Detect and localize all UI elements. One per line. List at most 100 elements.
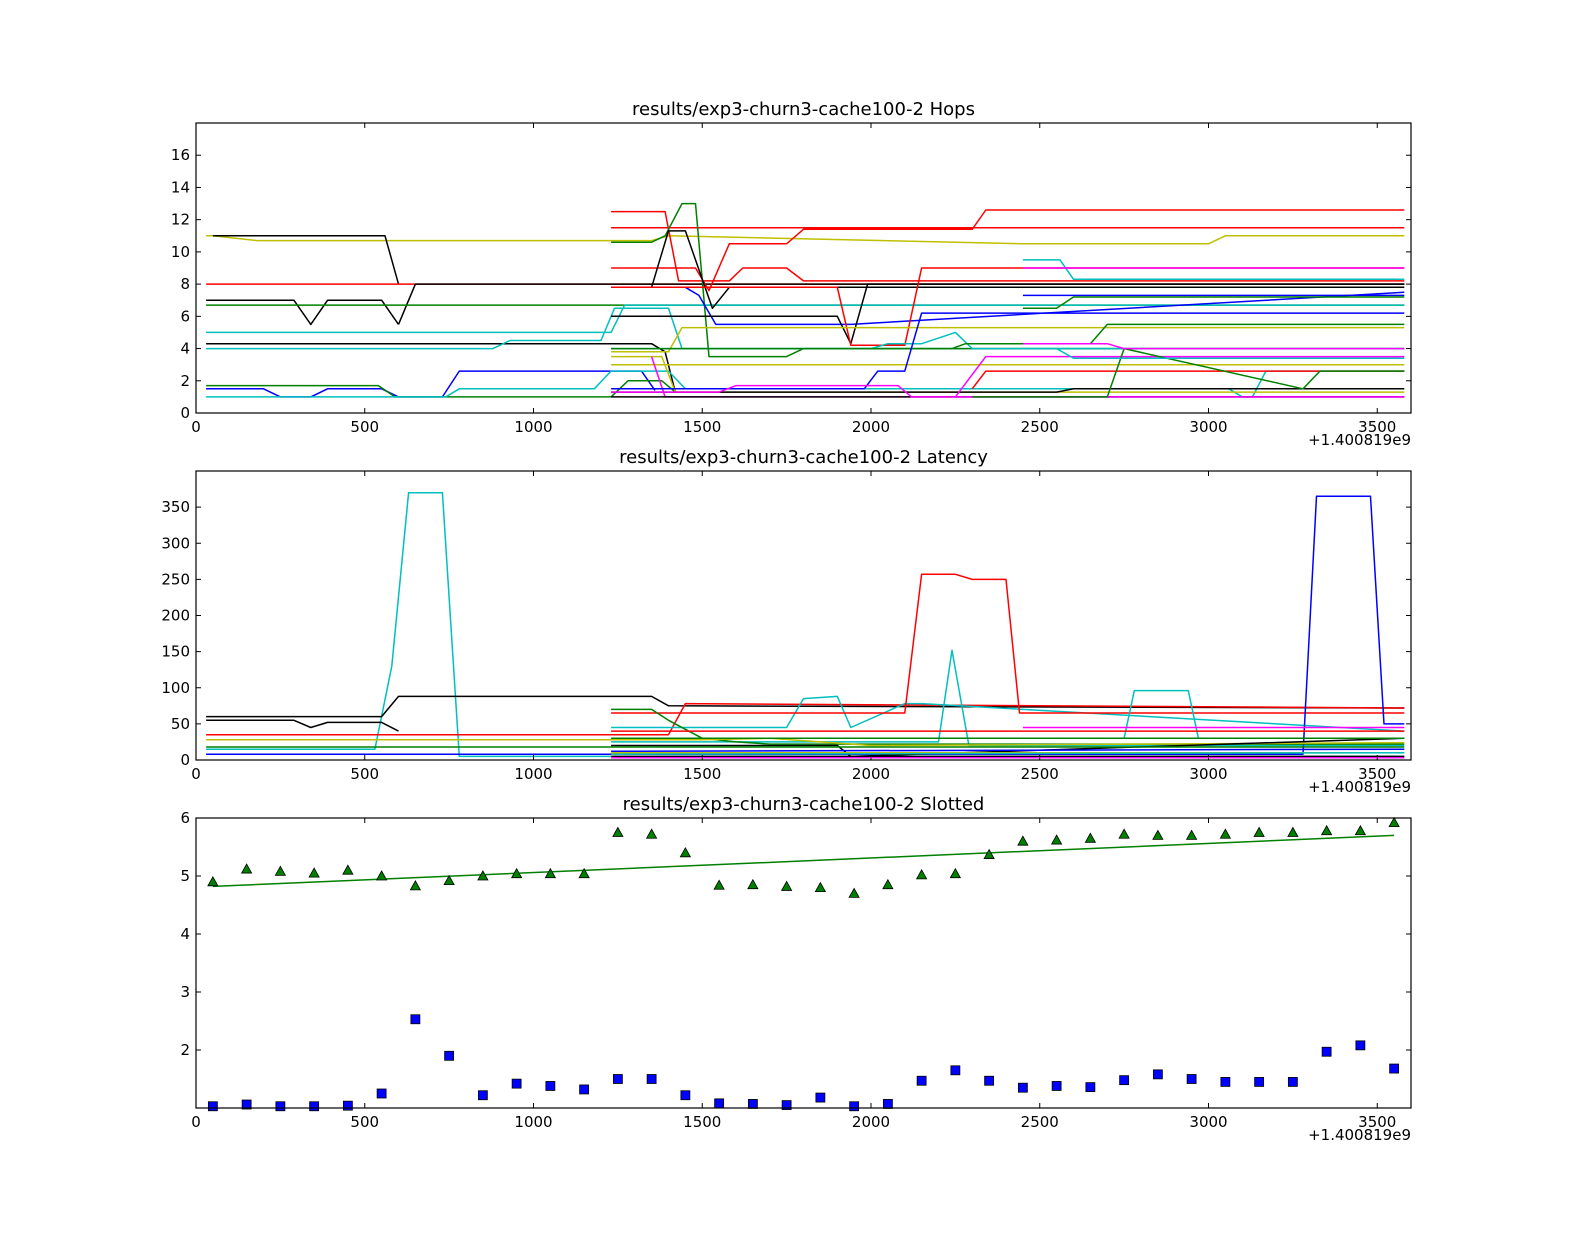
slotted-series-line-1 [212, 834, 1395, 888]
slotted-square-point [680, 1090, 691, 1101]
hops-series-line-36 [1022, 296, 1405, 310]
slotted-square-point [916, 1075, 927, 1086]
slotted-triangle-point [1219, 828, 1232, 839]
slotted-triangle-point [1185, 829, 1198, 840]
hops-series-line-6 [206, 304, 1405, 334]
hops-x-tick-label: 500 [350, 418, 379, 436]
hops-y-tick-label: 2 [180, 372, 190, 390]
slotted-square-point [747, 1099, 758, 1109]
slotted-triangle-point [1320, 824, 1333, 836]
slotted-x-tick-label: 3000 [1189, 1113, 1227, 1131]
latency-series-group [206, 491, 1405, 759]
slotted-triangle-point [342, 864, 354, 875]
slotted-square-point [1085, 1082, 1096, 1093]
slotted-triangle-point [882, 878, 894, 890]
latency-series-line-20 [611, 752, 1405, 755]
slotted-triangle-point [814, 881, 827, 892]
slotted-triangle-point [713, 879, 725, 890]
latency-y-tick-label: 300 [161, 534, 190, 552]
slotted-series-group [212, 834, 1395, 888]
slotted-triangle-point [1354, 824, 1367, 836]
slotted-triangle-point [1017, 835, 1029, 846]
slotted-triangle-point [1388, 816, 1400, 828]
latency-x-offset-label: +1.400819e9 [1308, 778, 1411, 796]
slotted-square-point [1051, 1081, 1062, 1091]
slotted-square-point [1389, 1063, 1400, 1074]
slotted-triangle-point [443, 874, 455, 886]
latency-y-tick-label: 350 [161, 498, 190, 516]
slotted-triangle-point [578, 867, 590, 879]
slotted-square-point [1254, 1077, 1265, 1087]
latency-x-tick-label: 3000 [1189, 765, 1227, 783]
slotted-square-point [1321, 1046, 1332, 1057]
slotted-triangle-point [949, 867, 962, 879]
slotted-square-point [241, 1099, 252, 1110]
latency-y-tick-label: 50 [171, 715, 190, 733]
slotted-subplot: results/exp3-churn3-cache100-2 Slotted +… [180, 794, 1412, 1144]
slotted-square-point [950, 1065, 961, 1076]
slotted-triangle-point [1287, 826, 1299, 837]
hops-x-tick-label: 3000 [1189, 418, 1227, 436]
slotted-triangle-point [207, 875, 219, 887]
latency-x-tick-label: 1500 [683, 765, 721, 783]
latency-series-line-0 [206, 491, 1405, 758]
slotted-axes-frame [195, 817, 1412, 1109]
slotted-y-tick-label: 4 [180, 925, 190, 943]
slotted-square-point [342, 1100, 353, 1111]
slotted-x-tick-label: 1000 [514, 1113, 552, 1131]
slotted-square-point [1220, 1077, 1231, 1087]
hops-series-line-20 [611, 326, 1405, 353]
slotted-square-point [815, 1092, 826, 1103]
slotted-square-point [1152, 1069, 1163, 1080]
slotted-square-point [781, 1100, 792, 1110]
slotted-square-point [376, 1088, 387, 1099]
slotted-title: results/exp3-churn3-cache100-2 Slotted [623, 794, 985, 815]
latency-series-line-5 [611, 573, 1405, 714]
slotted-y-tick-label: 2 [180, 1041, 190, 1059]
hops-x-offset-label: +1.400819e9 [1308, 431, 1411, 449]
slotted-square-point [882, 1099, 893, 1109]
slotted-triangle-point [780, 880, 793, 891]
slotted-square-point [1017, 1082, 1028, 1093]
slotted-square-point [1119, 1075, 1130, 1086]
slotted-triangle-point [1152, 829, 1164, 840]
hops-series-line-15 [611, 209, 1405, 292]
hops-y-tick-label: 4 [180, 340, 190, 358]
slotted-square-point [984, 1075, 995, 1086]
slotted-square-point [444, 1050, 455, 1061]
latency-subplot: results/exp3-churn3-cache100-2 Latency +… [161, 447, 1412, 796]
latency-x-tick-label: 0 [191, 765, 201, 783]
slotted-square-point [545, 1081, 556, 1091]
slotted-triangle-point [477, 870, 489, 881]
slotted-x-tick-label: 3500 [1358, 1113, 1396, 1131]
hops-series-line-25 [611, 388, 1405, 393]
latency-series-line-2 [206, 719, 399, 732]
slotted-square-point [1355, 1040, 1366, 1051]
hops-y-tick-label: 8 [180, 275, 190, 293]
slotted-y-tick-label: 5 [180, 867, 190, 885]
hops-y-tick-label: 6 [180, 307, 190, 325]
hops-series-line-37 [1022, 342, 1405, 350]
hops-axes-frame [195, 122, 1412, 414]
slotted-triangle-point [1084, 832, 1097, 843]
slotted-triangle-point [1253, 826, 1265, 837]
hops-series-line-31 [971, 370, 1405, 390]
slotted-square-point [207, 1101, 218, 1112]
hops-series-line-12 [611, 210, 1405, 282]
hops-series-line-38 [1022, 347, 1405, 359]
slotted-triangle-point [240, 863, 253, 874]
slotted-square-point [579, 1084, 590, 1095]
hops-series-line-28 [611, 312, 1405, 390]
latency-x-tick-label: 2000 [852, 765, 890, 783]
slotted-triangle-point [510, 867, 523, 879]
slotted-square-point [1186, 1074, 1197, 1084]
slotted-square-point [511, 1078, 522, 1089]
hops-x-tick-label: 3500 [1358, 418, 1396, 436]
hops-y-tick-label: 10 [171, 243, 190, 261]
hops-series-line-1 [212, 235, 400, 285]
hops-x-tick-label: 1000 [514, 418, 552, 436]
hops-series-line-4 [206, 299, 400, 326]
hops-series-line-0 [206, 235, 1405, 245]
slotted-triangle-point [409, 880, 422, 891]
